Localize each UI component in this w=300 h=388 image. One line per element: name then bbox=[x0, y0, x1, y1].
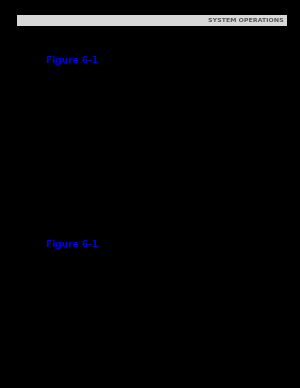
Text: SYSTEM OPERATIONS: SYSTEM OPERATIONS bbox=[208, 18, 284, 23]
FancyBboxPatch shape bbox=[16, 15, 286, 26]
Text: Figure 6-1: Figure 6-1 bbox=[46, 55, 99, 65]
Text: Figure 6-1: Figure 6-1 bbox=[46, 240, 99, 249]
